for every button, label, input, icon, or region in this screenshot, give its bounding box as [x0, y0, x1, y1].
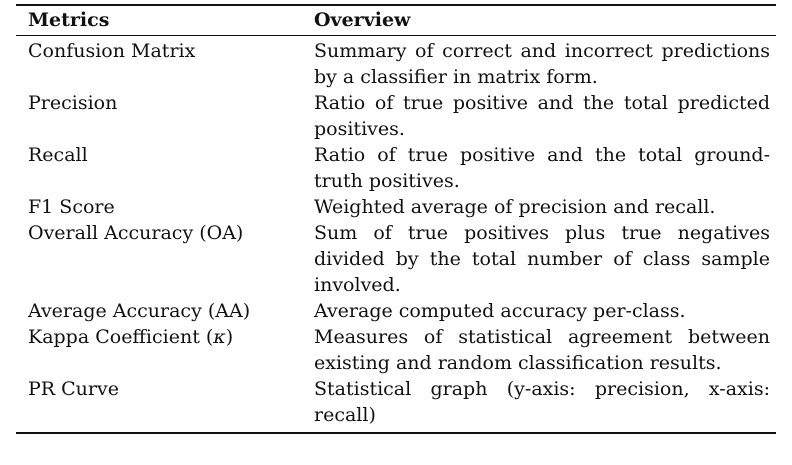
header-overview: Overview [314, 9, 411, 31]
metric-overview: Summary of correct and incorrect predict… [314, 40, 770, 88]
metric-name: PR Curve [28, 378, 119, 400]
header-row: Metrics Overview [16, 6, 776, 35]
metrics-table-container: Metrics Overview Confusion Matrix Summar… [16, 4, 776, 434]
metric-overview: Statistical graph (y-axis: precision, x-… [314, 378, 770, 426]
header-metrics: Metrics [28, 9, 110, 31]
metric-name: Average Accuracy (AA) [28, 300, 251, 322]
kappa-symbol: κ [213, 326, 226, 348]
metric-name: Overall Accuracy (OA) [28, 222, 244, 244]
metric-overview: Ratio of true positive and the total gro… [314, 144, 770, 192]
metric-name: Precision [28, 92, 118, 114]
metric-overview: Sum of true positives plus true negative… [314, 222, 770, 296]
metrics-table: Metrics Overview [16, 6, 776, 35]
metric-name-prefix: Kappa Coefficient ( [28, 326, 214, 348]
table-row: F1 Score Weighted average of precision a… [16, 194, 776, 220]
metric-name-suffix: ) [225, 326, 234, 348]
metric-name: F1 Score [28, 196, 115, 218]
table-header: Metrics Overview [16, 6, 776, 35]
metric-name: Kappa Coefficient (κ) [16, 324, 314, 376]
metric-overview: Average computed accuracy per-class. [314, 300, 686, 322]
table-row: Kappa Coefficient (κ) Measures of statis… [16, 324, 776, 376]
table-row: PR Curve Statistical graph (y-axis: prec… [16, 376, 776, 428]
metric-name: Confusion Matrix [28, 40, 196, 62]
table-row: Overall Accuracy (OA) Sum of true positi… [16, 220, 776, 298]
metric-overview: Ratio of true positive and the total pre… [314, 92, 770, 140]
table-row: Average Accuracy (AA) Average computed a… [16, 298, 776, 324]
table-header-rule [16, 35, 776, 36]
table-bottom-rule [16, 432, 776, 434]
table-row: Recall Ratio of true positive and the to… [16, 142, 776, 194]
table-row: Precision Ratio of true positive and the… [16, 90, 776, 142]
metric-name: Recall [28, 144, 88, 166]
table-top-rule [16, 4, 776, 6]
metrics-table-body: Confusion Matrix Summary of correct and … [16, 36, 776, 428]
table-row: Confusion Matrix Summary of correct and … [16, 36, 776, 90]
metric-overview: Measures of statistical agreement betwee… [314, 326, 770, 374]
metric-overview: Weighted average of precision and recall… [314, 196, 716, 218]
